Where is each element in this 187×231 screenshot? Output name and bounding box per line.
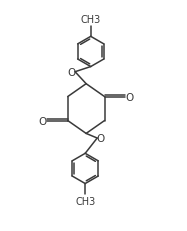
- Text: O: O: [68, 67, 76, 77]
- Text: O: O: [125, 92, 134, 102]
- Text: CH3: CH3: [81, 15, 101, 25]
- Text: O: O: [39, 116, 47, 126]
- Text: O: O: [96, 134, 105, 143]
- Text: CH3: CH3: [75, 196, 95, 206]
